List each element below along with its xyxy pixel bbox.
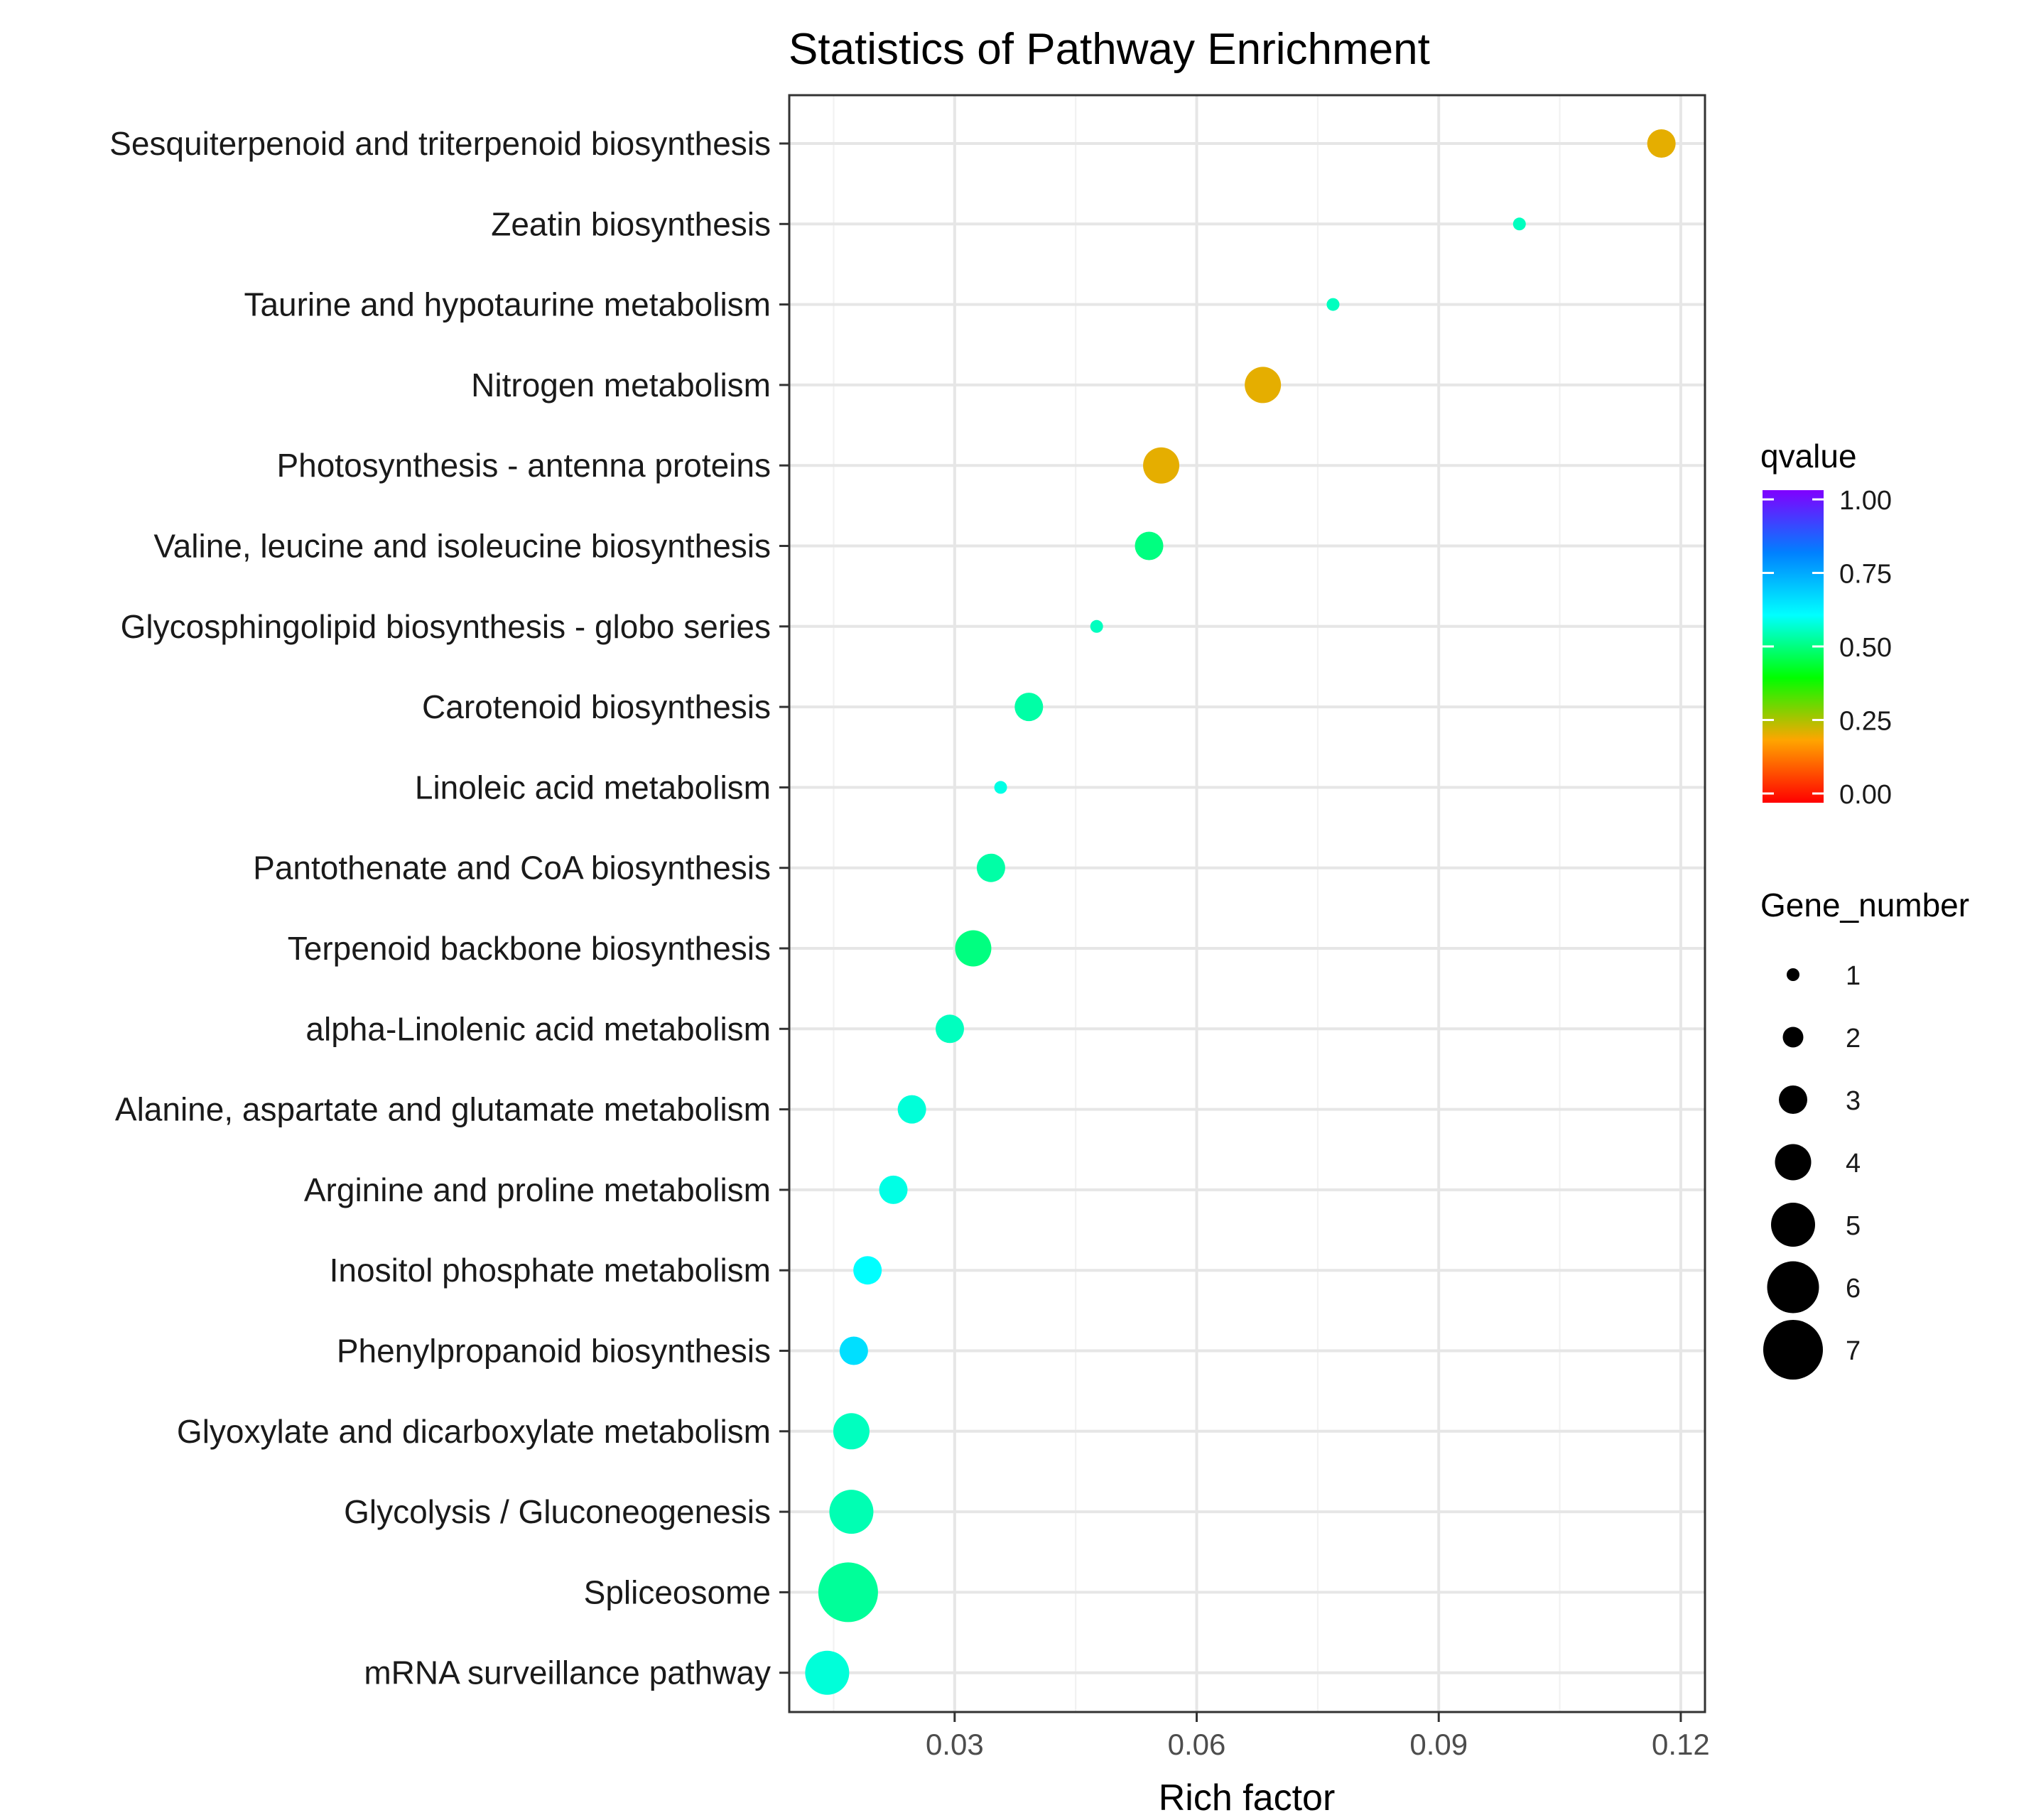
data-point [833, 1413, 870, 1450]
y-tick-label: Valine, leucine and isoleucine biosynthe… [153, 528, 771, 565]
x-tick-label: 0.12 [1652, 1728, 1710, 1761]
x-axis-ticks: 0.03 0.06 0.09 0.12 [926, 1712, 1710, 1761]
qvalue-tick-label: 0.25 [1839, 707, 1892, 737]
qvalue-tick-label: 0.00 [1839, 780, 1892, 810]
y-tick-label: Phenylpropanoid biosynthesis [337, 1333, 771, 1370]
qvalue-legend-title: qvalue [1760, 438, 1857, 475]
y-tick-label: mRNA surveillance pathway [364, 1654, 771, 1691]
x-tick-label: 0.03 [926, 1728, 984, 1761]
x-axis-title: Rich factor [1159, 1777, 1336, 1816]
y-tick-label: Taurine and hypotaurine metabolism [244, 286, 771, 323]
gene-number-legend-keys: 1 2 3 4 5 6 7 [1763, 961, 1861, 1380]
gene-number-key-label: 7 [1846, 1336, 1861, 1366]
y-tick-label: Terpenoid backbone biosynthesis [288, 930, 771, 967]
y-tick-label: Sesquiterpenoid and triterpenoid biosynt… [109, 125, 771, 162]
x-tick-label: 0.09 [1409, 1728, 1468, 1761]
gene-number-key [1787, 968, 1799, 981]
y-tick-label: alpha-Linolenic acid metabolism [305, 1010, 771, 1047]
qvalue-tick-label: 1.00 [1839, 486, 1892, 516]
gene-number-key-label: 5 [1846, 1211, 1861, 1241]
data-point [1245, 367, 1282, 403]
data-point [818, 1562, 878, 1623]
data-point [829, 1490, 874, 1534]
data-point [955, 930, 992, 967]
x-tick-label: 0.06 [1168, 1728, 1226, 1761]
chart-title: Statistics of Pathway Enrichment [789, 25, 1430, 74]
gene-number-key-label: 1 [1846, 961, 1861, 991]
data-point [805, 1650, 850, 1695]
gene-number-legend: Gene_number 1 2 3 4 5 6 7 [1760, 887, 1969, 1380]
gene-number-key-label: 4 [1846, 1149, 1861, 1179]
gene-number-key-label: 6 [1846, 1274, 1861, 1304]
gridlines [789, 95, 1705, 1712]
y-tick-label: Zeatin biosynthesis [491, 205, 771, 242]
data-point [1014, 693, 1044, 722]
y-tick-label: Glycolysis / Gluconeogenesis [344, 1493, 771, 1530]
y-tick-label: Pantothenate and CoA biosynthesis [253, 850, 771, 887]
qvalue-tick-label: 0.50 [1839, 633, 1892, 663]
data-point [853, 1256, 882, 1285]
y-tick-label: Glyoxylate and dicarboxylate metabolism [177, 1413, 771, 1450]
y-tick-label: Photosynthesis - antenna proteins [276, 447, 771, 484]
y-tick-label: Nitrogen metabolism [471, 367, 771, 403]
data-point [897, 1095, 926, 1124]
data-point [1512, 217, 1526, 231]
data-point [936, 1014, 965, 1044]
gene-number-key [1782, 1027, 1804, 1048]
y-tick-label: Carotenoid biosynthesis [422, 688, 771, 725]
qvalue-legend-ticks: 1.00 0.75 0.50 0.25 0.00 [1763, 486, 1892, 810]
qvalue-legend: qvalue 1.00 0.75 0.50 0.25 0.00 [1760, 438, 1892, 810]
data-point [1647, 129, 1676, 158]
gene-number-key [1771, 1203, 1815, 1247]
gene-number-key-label: 2 [1846, 1024, 1861, 1053]
gene-number-key [1763, 1320, 1823, 1380]
y-tick-label: Linoleic acid metabolism [415, 769, 771, 806]
y-tick-label: Spliceosome [584, 1573, 771, 1610]
plot-border [788, 94, 1706, 1713]
gene-number-key [1779, 1085, 1807, 1114]
data-point [994, 781, 1007, 794]
gene-number-key [1767, 1261, 1819, 1313]
data-point [879, 1175, 908, 1204]
data-point [976, 853, 1005, 882]
data-point [1143, 447, 1180, 484]
y-tick-label: Inositol phosphate metabolism [330, 1252, 771, 1289]
data-point [1326, 298, 1340, 311]
data-point [1090, 619, 1103, 633]
y-tick-label: Glycosphingolipid biosynthesis - globo s… [121, 608, 771, 645]
gene-number-key [1775, 1144, 1812, 1181]
plot-panel [789, 95, 1705, 1712]
data-point [1135, 531, 1164, 560]
y-tick-label: Arginine and proline metabolism [304, 1171, 771, 1208]
y-axis-labels: Sesquiterpenoid and triterpenoid biosynt… [109, 125, 789, 1691]
gene-number-legend-title: Gene_number [1760, 887, 1969, 923]
y-tick-label: Alanine, aspartate and glutamate metabol… [115, 1091, 771, 1128]
data-point [839, 1336, 868, 1365]
qvalue-tick-label: 0.75 [1839, 560, 1892, 590]
gene-number-key-label: 3 [1846, 1086, 1861, 1116]
data-points [805, 129, 1676, 1695]
